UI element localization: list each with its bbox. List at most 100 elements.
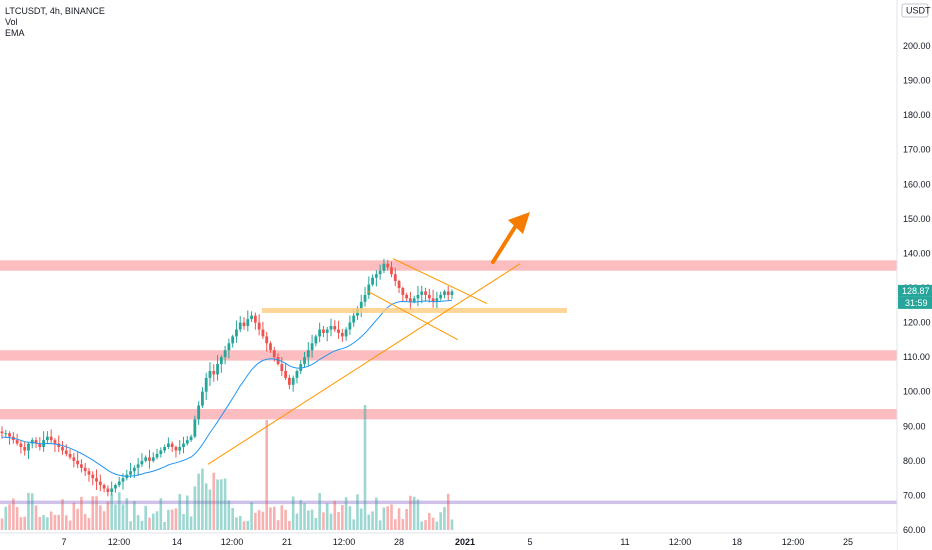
volume-bar — [163, 521, 166, 530]
volume-bar — [269, 507, 272, 530]
volume-bar — [325, 503, 329, 530]
candle-body — [390, 267, 393, 275]
price-tick-label: 190.00 — [903, 76, 931, 86]
candle-body — [435, 298, 439, 302]
candle-body — [91, 474, 95, 479]
candle-body — [132, 467, 136, 472]
candle-body — [102, 485, 106, 489]
candle-body — [212, 370, 216, 375]
volume-bar — [412, 496, 416, 530]
triangle-upper-line — [392, 258, 488, 305]
volume-bar — [401, 519, 405, 530]
candle-body — [401, 288, 405, 295]
volume-bar — [435, 521, 439, 530]
candle-body — [34, 440, 38, 444]
volume-bar — [4, 506, 8, 530]
candle-body — [117, 481, 121, 486]
candle-body — [431, 298, 435, 302]
time-tick-label: 25 — [843, 537, 853, 547]
currency-badge[interactable] — [901, 3, 929, 18]
volume-bar — [261, 511, 265, 530]
volume-bar — [223, 478, 227, 530]
projection-arrow-head — [508, 212, 530, 234]
volume-bar — [397, 508, 401, 530]
candle-body — [170, 443, 174, 448]
volume-bar — [356, 494, 359, 530]
zone-resistance — [0, 260, 897, 271]
candle-body — [76, 460, 80, 465]
candle-body — [329, 326, 333, 330]
price-tick-label: 180.00 — [903, 110, 931, 120]
candle-body — [235, 329, 238, 337]
ema-indicator-label[interactable]: EMA — [5, 28, 25, 38]
symbol-line[interactable]: LTCUSDT, 4h, BINANCE — [5, 6, 105, 16]
volume-bar — [307, 510, 310, 530]
candle-body — [420, 291, 424, 295]
volume-bar — [439, 512, 442, 530]
candle-body — [325, 329, 329, 333]
candle-body — [0, 431, 4, 434]
volume-bar — [363, 405, 367, 530]
candle-body — [155, 453, 159, 458]
candle-body — [185, 440, 189, 444]
candle-body — [227, 343, 231, 351]
candle-body — [439, 294, 443, 299]
volume-bar — [284, 509, 287, 530]
candle-body — [306, 350, 310, 358]
volume-bar — [303, 503, 306, 530]
volume-bar — [57, 514, 61, 530]
volume-bar — [30, 493, 34, 530]
volume-bar — [390, 504, 393, 530]
price-axis[interactable]: 60.0070.0080.0090.00100.00110.00120.0013… — [896, 0, 932, 550]
volume-bar — [288, 521, 291, 530]
candle-body — [409, 298, 412, 302]
triangle-lower-line — [367, 291, 459, 341]
candle-body — [382, 263, 386, 271]
candle-body — [148, 457, 151, 461]
candle-body — [272, 350, 276, 358]
volume-bar — [428, 513, 431, 530]
zones-layer — [0, 260, 897, 505]
volume-bar — [201, 468, 204, 530]
volume-bar — [110, 493, 113, 530]
volume-bar — [174, 508, 178, 530]
zone-support-2 — [0, 409, 897, 420]
candle-body — [284, 370, 288, 378]
volume-bar — [182, 513, 185, 530]
volume-bar — [189, 516, 193, 530]
time-tick-label: 12:00 — [782, 537, 805, 547]
volume-bar — [367, 514, 371, 530]
candle-body — [204, 377, 208, 392]
candle-body — [303, 357, 306, 365]
volume-bar — [352, 519, 355, 530]
candle-body — [57, 443, 61, 448]
price-axis-bg — [897, 0, 932, 550]
time-axis[interactable]: 7 12:00 14 12:00 21 12:00 28 2021 5 11 12:00 18 12:0… — [0, 532, 897, 550]
candle-body — [261, 329, 265, 337]
volume-bar — [359, 508, 363, 530]
candle-body — [19, 443, 23, 448]
candle-body — [416, 294, 420, 299]
candle-body — [397, 281, 401, 288]
volume-bar — [68, 520, 72, 530]
volume-bar — [333, 500, 337, 530]
drawings-layer[interactable] — [207, 212, 567, 465]
candle-body — [352, 315, 356, 323]
volume-bar — [280, 505, 284, 530]
candle-body — [30, 440, 34, 444]
volume-bar — [121, 504, 125, 530]
volume-bar — [106, 501, 110, 530]
candle-body — [87, 471, 91, 475]
candle-body — [337, 329, 340, 333]
countdown-text: 31:59 — [905, 298, 928, 308]
candle-body — [83, 467, 87, 472]
candle-body — [318, 329, 322, 337]
volume-bar — [167, 509, 170, 530]
volume-bar — [227, 500, 231, 530]
candle-body — [159, 450, 163, 454]
volume-indicator-label[interactable]: Vol — [5, 17, 18, 27]
volume-bar — [291, 496, 295, 530]
candle-body — [4, 433, 8, 435]
volume-bar — [416, 499, 420, 530]
